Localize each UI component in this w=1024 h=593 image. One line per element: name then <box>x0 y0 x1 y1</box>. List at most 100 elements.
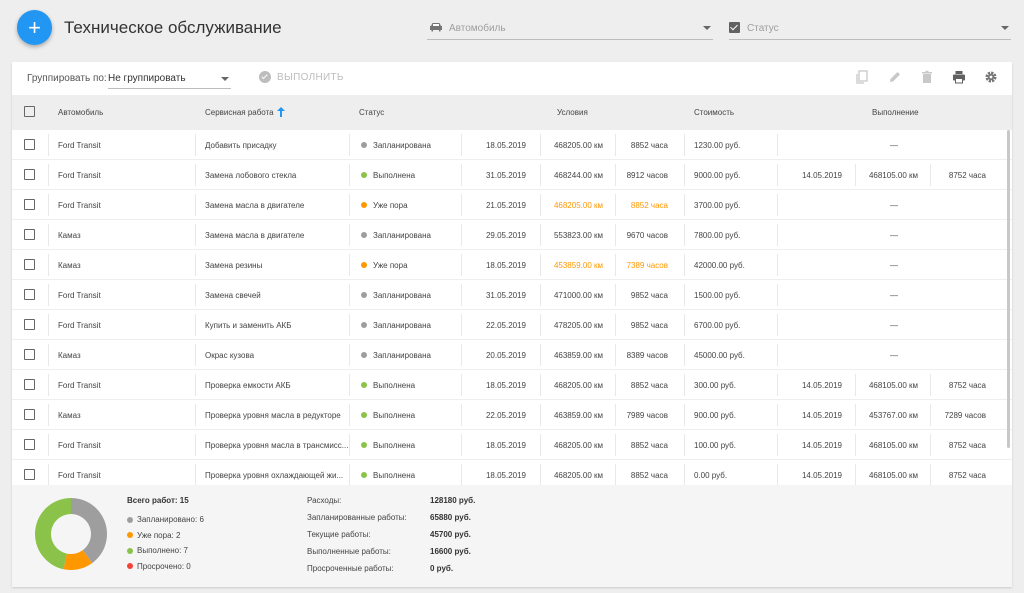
column-header-conditions[interactable]: Условия <box>557 108 588 117</box>
column-divider <box>461 164 462 186</box>
not-done-dash: — <box>890 201 898 210</box>
column-divider <box>777 404 778 426</box>
service-cell: Проверка уровня масла в редукторе <box>205 411 341 420</box>
legend-item: Выполнено: 7 <box>127 546 188 555</box>
condition-hours-cell: 7389 часов <box>626 261 668 270</box>
legend-dot-icon <box>127 563 133 570</box>
expense-value: 128180 руб. <box>430 496 476 505</box>
table-row[interactable]: Ford Transit Замена масла в двигателе Уже … <box>12 190 1012 220</box>
trash-icon[interactable] <box>920 70 934 84</box>
status-dot-icon <box>361 262 367 268</box>
done-date-cell: 14.05.2019 <box>801 411 842 420</box>
select-all-checkbox[interactable] <box>24 106 35 117</box>
column-divider <box>195 224 196 246</box>
column-header-cost[interactable]: Стоимость <box>694 108 735 117</box>
column-header-service[interactable]: Сервисная работа <box>205 108 274 117</box>
column-divider <box>461 134 462 156</box>
row-checkbox[interactable] <box>24 289 35 300</box>
column-header-status[interactable]: Статус <box>359 108 385 117</box>
column-divider <box>48 344 49 366</box>
column-divider <box>195 164 196 186</box>
edit-icon[interactable] <box>888 70 902 84</box>
table-row[interactable]: Ford Transit Добавить присадку Запланирова… <box>12 130 1012 160</box>
table-row[interactable]: Камаз Окрас кузова Запланирована 20.05.2019… <box>12 340 1012 370</box>
status-dot-icon <box>361 202 367 208</box>
column-divider <box>777 194 778 216</box>
row-checkbox[interactable] <box>24 229 35 240</box>
vehicle-cell: Ford Transit <box>58 381 101 390</box>
sort-arrow-up-icon[interactable] <box>277 107 285 117</box>
done-km-cell: 468105.00 км <box>868 381 918 390</box>
summary-panel: Всего работ: 15 Запланировано: 6 Уже пора… <box>12 485 1012 587</box>
condition-date-cell: 18.05.2019 <box>485 441 526 450</box>
table-row[interactable]: Ford Transit Замена лобового стекла Выполн… <box>12 160 1012 190</box>
row-checkbox[interactable] <box>24 259 35 270</box>
service-cell: Замена масла в двигателе <box>205 201 305 210</box>
vehicle-filter-select[interactable]: Автомобиль <box>427 18 713 40</box>
row-checkbox[interactable] <box>24 439 35 450</box>
column-divider <box>540 344 541 366</box>
scrollbar[interactable] <box>1007 130 1010 448</box>
row-checkbox[interactable] <box>24 319 35 330</box>
gear-icon[interactable] <box>984 70 998 84</box>
column-divider <box>777 434 778 456</box>
status-dot-icon <box>361 352 367 358</box>
vehicle-cell: Камаз <box>58 351 81 360</box>
expense-value: 65880 руб. <box>430 513 471 522</box>
legend-dot-icon <box>127 516 133 523</box>
service-cell: Купить и заменить АКБ <box>205 321 292 330</box>
copy-icon[interactable] <box>855 70 869 84</box>
table-header: Автомобиль Сервисная работа Статус Услов… <box>12 95 1012 130</box>
table-row[interactable]: Ford Transit Купить и заменить АКБ Заплани… <box>12 310 1012 340</box>
status-cell: Уже пора <box>373 201 408 210</box>
print-icon[interactable] <box>952 70 966 84</box>
column-divider <box>195 434 196 456</box>
legend-label: Выполнено: 7 <box>137 546 188 555</box>
done-hours-cell: 7289 часов <box>944 411 986 420</box>
column-divider <box>777 374 778 396</box>
execute-button-label: ВЫПОЛНИТЬ <box>277 72 344 83</box>
row-checkbox[interactable] <box>24 139 35 150</box>
column-header-vehicle[interactable]: Автомобиль <box>58 108 104 117</box>
checkbox-icon <box>729 22 740 33</box>
column-divider <box>540 314 541 336</box>
row-checkbox[interactable] <box>24 379 35 390</box>
not-done-dash: — <box>890 141 898 150</box>
cost-cell: 1230.00 руб. <box>694 141 741 150</box>
donut-slice <box>35 498 71 570</box>
column-divider <box>615 254 616 276</box>
status-filter-select[interactable]: Статус <box>729 18 1011 40</box>
column-divider <box>930 374 931 396</box>
done-km-cell: 468105.00 км <box>868 171 918 180</box>
legend-label: Уже пора: 2 <box>137 530 181 540</box>
table-row[interactable]: Ford Transit Проверка емкости АКБ Выполнен… <box>12 370 1012 400</box>
row-checkbox[interactable] <box>24 349 35 360</box>
group-by-select[interactable]: Не группировать <box>108 69 231 89</box>
column-header-execution[interactable]: Выполнение <box>872 108 919 117</box>
column-divider <box>349 284 350 306</box>
table-row[interactable]: Камаз Замена масла в двигателе Запланирова… <box>12 220 1012 250</box>
row-checkbox[interactable] <box>24 409 35 420</box>
row-checkbox[interactable] <box>24 469 35 480</box>
done-date-cell: 14.05.2019 <box>801 471 842 480</box>
column-divider <box>615 404 616 426</box>
column-divider <box>684 344 685 366</box>
table-row[interactable]: Ford Transit Проверка уровня масла в тран… <box>12 430 1012 460</box>
table-row[interactable]: Ford Transit Замена свечей Запланирована 31… <box>12 280 1012 310</box>
row-checkbox[interactable] <box>24 169 35 180</box>
column-divider <box>777 344 778 366</box>
add-button[interactable]: + <box>17 10 52 45</box>
condition-date-cell: 31.05.2019 <box>485 291 526 300</box>
column-divider <box>349 344 350 366</box>
column-divider <box>777 464 778 486</box>
done-date-cell: 14.05.2019 <box>801 381 842 390</box>
service-cell: Добавить присадку <box>205 141 277 150</box>
service-cell: Замена лобового стекла <box>205 171 297 180</box>
column-divider <box>195 194 196 216</box>
table-row[interactable]: Камаз Проверка уровня масла в редукторе Вы… <box>12 400 1012 430</box>
column-divider <box>540 464 541 486</box>
row-checkbox[interactable] <box>24 199 35 210</box>
chevron-down-icon <box>221 77 229 81</box>
table-row[interactable]: Камаз Замена резины Уже пора 18.05.2019 4538… <box>12 250 1012 280</box>
column-divider <box>615 284 616 306</box>
